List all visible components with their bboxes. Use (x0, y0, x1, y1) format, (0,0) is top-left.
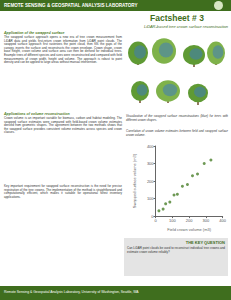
svg-text:200: 200 (186, 218, 193, 223)
svg-text:300: 300 (147, 161, 154, 166)
html-text:Application of the swapped sur: Application of the swapped surface (4, 31, 65, 35)
svg-text:400: 400 (147, 144, 154, 149)
html-text:Correlation of crown volume es: Correlation of crown volume estimates be… (126, 129, 228, 137)
html-text:Applications of volume reconst: Applications of volume reconstruction (4, 112, 70, 116)
html-text:Key important requirement for: Key important requirement for swapped su… (4, 184, 122, 199)
svg-text:Field crown volume (m3): Field crown volume (m3) (167, 227, 211, 232)
html-text:Remote Sensing & Geospatial An: Remote Sensing & Geospatial Analysis Lab… (4, 290, 139, 294)
svg-text:300: 300 (203, 218, 210, 223)
svg-text:400: 400 (219, 218, 226, 223)
svg-text:100: 100 (169, 218, 176, 223)
html-text:Crown volume is an important v: Crown volume is an important variable fo… (4, 116, 122, 135)
svg-text:100: 100 (147, 196, 154, 201)
html-text:Visualization of the swapped s: Visualization of the swapped surface rec… (126, 114, 228, 122)
svg-text:0: 0 (151, 213, 154, 219)
html-text:Factsheet # 3: Factsheet # 3 (150, 13, 204, 23)
html-text:Can LiDAR point clouds be used: Can LiDAR point clouds be used to recons… (127, 246, 225, 254)
html-text:REMOTE SENSING & GEOSPATIAL AN: REMOTE SENSING & GEOSPATIAL ANALYSIS LAB… (4, 3, 138, 8)
html-text:The swapped surface approach o: The swapped surface approach opens a new… (4, 35, 122, 65)
svg-text:200: 200 (147, 179, 154, 184)
svg-text:Swapped surface volume (m3): Swapped surface volume (m3) (132, 153, 137, 208)
html-text:LiDAR-based tree crown surface: LiDAR-based tree crown surface reconstru… (144, 24, 228, 29)
html-text:THE KEY QUESTION: THE KEY QUESTION (185, 240, 225, 245)
svg-text:0: 0 (154, 218, 157, 223)
